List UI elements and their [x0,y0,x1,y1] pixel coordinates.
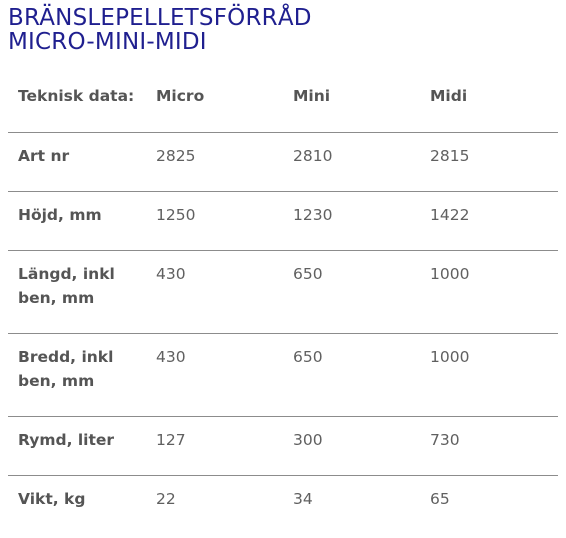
row-label: Längd, inkl ben, mm [18,264,115,307]
cell-midi: 2815 [430,146,470,165]
cell-mini: 1230 [293,205,333,224]
cell-micro: 1250 [156,205,196,224]
row-label: Rymd, liter [18,430,115,449]
cell-midi: 730 [430,430,460,449]
table-row-bredd: Bredd, inkl ben, mm 430 650 1000 [8,333,558,416]
cell-micro: 430 [156,264,186,283]
cell-micro: 127 [156,430,186,449]
cell-midi: 1000 [430,347,470,366]
page-title: BRÄNSLEPELLETSFÖRRÅD MICRO-MINI-MIDI [8,6,312,54]
table-header-row: Teknisk data: Micro Mini Midi [8,72,558,132]
cell-micro: 2825 [156,146,196,165]
cell-midi: 1422 [430,205,470,224]
header-micro: Micro [156,87,205,105]
cell-mini: 34 [293,489,313,508]
row-label: Vikt, kg [18,489,86,508]
page-title-line-1: BRÄNSLEPELLETSFÖRRÅD [8,5,312,31]
cell-mini: 650 [293,264,323,283]
cell-mini: 650 [293,347,323,366]
technical-data-table: Teknisk data: Micro Mini Midi Art nr 282… [8,72,558,534]
table-row-hojd: Höjd, mm 1250 1230 1422 [8,191,558,250]
table-row-langd: Längd, inkl ben, mm 430 650 1000 [8,250,558,333]
row-label: Bredd, inkl ben, mm [18,347,114,390]
table-row-vikt: Vikt, kg 22 34 65 [8,475,558,534]
row-label: Art nr [18,146,70,165]
cell-midi: 1000 [430,264,470,283]
page-title-line-2: MICRO-MINI-MIDI [8,29,207,55]
cell-midi: 65 [430,489,450,508]
cell-mini: 2810 [293,146,333,165]
cell-mini: 300 [293,430,323,449]
header-midi: Midi [430,87,468,105]
header-mini: Mini [293,87,331,105]
table-row-art-nr: Art nr 2825 2810 2815 [8,132,558,191]
cell-micro: 22 [156,489,176,508]
table-row-rymd: Rymd, liter 127 300 730 [8,416,558,475]
cell-micro: 430 [156,347,186,366]
row-label: Höjd, mm [18,205,102,224]
header-technical-data: Teknisk data: [18,87,135,105]
